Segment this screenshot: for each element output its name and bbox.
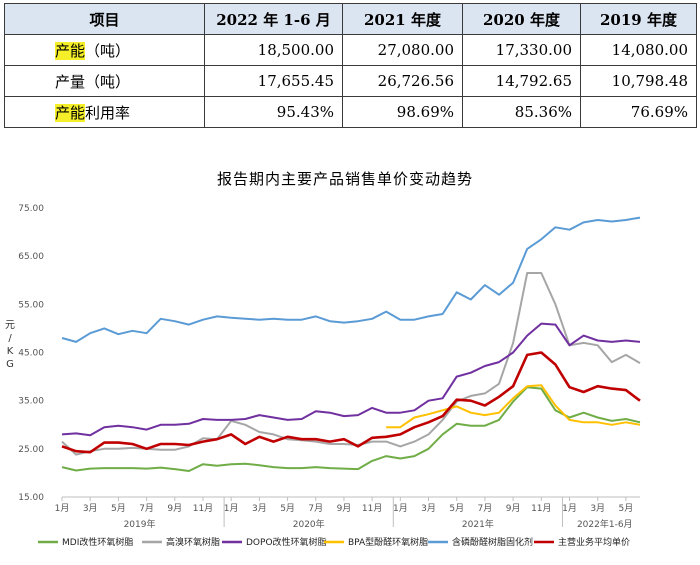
year-label: 2022年1-6月: [577, 518, 633, 530]
table-header-row: 项目 2022 年 1-6 月 2021 年度 2020 年度 2019 年度: [4, 3, 697, 35]
table-cell: 17,655.45: [204, 65, 343, 97]
header-cell-2021: 2021 年度: [342, 3, 463, 35]
y-axis-ticks: 15.00 25.00 35.00 45.00 55.00 65.00 75.00: [18, 204, 44, 503]
table-cell: 10,798.48: [580, 65, 697, 97]
x-tick-label: 3月: [83, 503, 98, 514]
x-tick-label: 3月: [252, 503, 267, 514]
table-cell: 26,726.56: [342, 65, 463, 97]
x-tick-label: 7月: [478, 503, 493, 514]
header-cell-2022h1: 2022 年 1-6 月: [204, 3, 343, 35]
x-tick-label: 5月: [449, 503, 464, 514]
x-tick-label: 1月: [393, 503, 408, 514]
x-tick-label: 9月: [506, 503, 521, 514]
x-tick-label: 5月: [280, 503, 295, 514]
row-label: 产量（吨）: [4, 65, 205, 97]
y-axis-label-char: /: [8, 333, 12, 344]
y-axis-label-char: 元: [5, 320, 15, 331]
y-tick-label: 35.00: [18, 397, 44, 407]
legend-entry: MDI改性环氧树脂: [62, 536, 133, 548]
header-cell-2019: 2019 年度: [580, 3, 697, 35]
y-axis-label: 元 / KG: [5, 320, 15, 370]
row-label: 产能（吨）: [4, 34, 205, 66]
y-tick-label: 55.00: [18, 300, 44, 310]
table-row-capacity: 产能（吨） 18,500.00 27,080.00 17,330.00 14,0…: [4, 34, 697, 66]
price-trend-chart: 元 / KG 15.00 25.00 35.00 45.00 55.00 65.00 75.00…: [5, 204, 641, 548]
chart-title: 报告期内主要产品销售单价变动趋势: [216, 170, 473, 188]
x-tick-label: 11月: [193, 503, 213, 514]
table-cell: 98.69%: [342, 96, 463, 128]
x-tick-label: 3月: [590, 503, 605, 514]
row-label-rest: 利用率: [85, 103, 131, 122]
x-tick-label: 1月: [562, 503, 577, 514]
x-tick-label: 11月: [362, 503, 382, 514]
y-axis-label-char: K: [7, 346, 14, 357]
table-cell: 18,500.00: [204, 34, 343, 66]
series-line-4: [61, 216, 641, 343]
series-line-3: [386, 384, 641, 429]
legend-entry: 主营业务平均单价: [558, 536, 630, 548]
series-lines: [61, 216, 641, 472]
table-row-utilization: 产能利用率 95.43% 98.69% 85.36% 76.69%: [4, 96, 697, 128]
legend-entry: DOPO改性环氧树脂: [246, 536, 327, 548]
x-tick-label: 9月: [337, 503, 352, 514]
series-line-5: [61, 351, 641, 454]
y-axis-label-char: G: [6, 359, 14, 370]
x-tick-label: 11月: [531, 503, 551, 514]
legend-entry: 高溴环氧树脂: [166, 536, 220, 548]
highlighted-text: 产能: [55, 103, 86, 122]
series-line-1: [61, 272, 641, 456]
row-label-rest: 产量（吨）: [55, 72, 131, 91]
row-label-rest: （吨）: [85, 41, 131, 60]
header-cell-item: 项目: [4, 3, 205, 35]
x-axis-ticks: 1月 3月 5月 7月 9月 11月 1月 3月 5月 7月 9月 11月 1月 3月 5月 7月 9月 11月 1…: [55, 497, 634, 514]
table-cell: 85.36%: [462, 96, 581, 128]
legend: MDI改性环氧树脂 高溴环氧树脂 DOPO改性环氧树脂 BPA型酚醛环氧树脂 含磷酚醛树…: [38, 536, 630, 548]
y-tick-label: 65.00: [18, 252, 44, 262]
highlighted-text: 产能: [55, 41, 86, 60]
table-cell: 76.69%: [580, 96, 697, 128]
legend-entry: 含磷酚醛树脂固化剂: [452, 536, 533, 548]
table-cell: 14,792.65: [462, 65, 581, 97]
x-tick-label: 7月: [139, 503, 154, 514]
x-axis-year-labels: 2019年 2020年 2021年 2022年1-6月: [124, 497, 633, 530]
row-label: 产能利用率: [4, 96, 205, 128]
table-cell: 95.43%: [204, 96, 343, 128]
year-label: 2019年: [124, 518, 156, 530]
x-tick-label: 1月: [55, 503, 70, 514]
table-row-output: 产量（吨） 17,655.45 26,726.56 14,792.65 10,7…: [4, 65, 697, 97]
x-tick-label: 5月: [619, 503, 634, 514]
x-tick-label: 5月: [111, 503, 126, 514]
y-tick-label: 15.00: [18, 493, 44, 503]
y-tick-label: 45.00: [18, 349, 44, 359]
series-line-2: [61, 322, 641, 437]
header-cell-2020: 2020 年度: [462, 3, 581, 35]
capacity-table: 项目 2022 年 1-6 月 2021 年度 2020 年度 2019 年度 …: [4, 3, 697, 128]
year-label: 2020年: [293, 518, 325, 530]
x-tick-label: 1月: [224, 503, 239, 514]
series-line-0: [61, 386, 641, 472]
x-tick-label: 7月: [308, 503, 323, 514]
table-cell: 14,080.00: [580, 34, 697, 66]
year-label: 2021年: [462, 518, 494, 530]
table-cell: 17,330.00: [462, 34, 581, 66]
table-cell: 27,080.00: [342, 34, 463, 66]
x-tick-label: 3月: [421, 503, 436, 514]
y-tick-label: 25.00: [18, 445, 44, 455]
y-tick-label: 75.00: [18, 204, 44, 214]
x-tick-label: 9月: [167, 503, 182, 514]
legend-entry: BPA型酚醛环氧树脂: [348, 536, 428, 548]
